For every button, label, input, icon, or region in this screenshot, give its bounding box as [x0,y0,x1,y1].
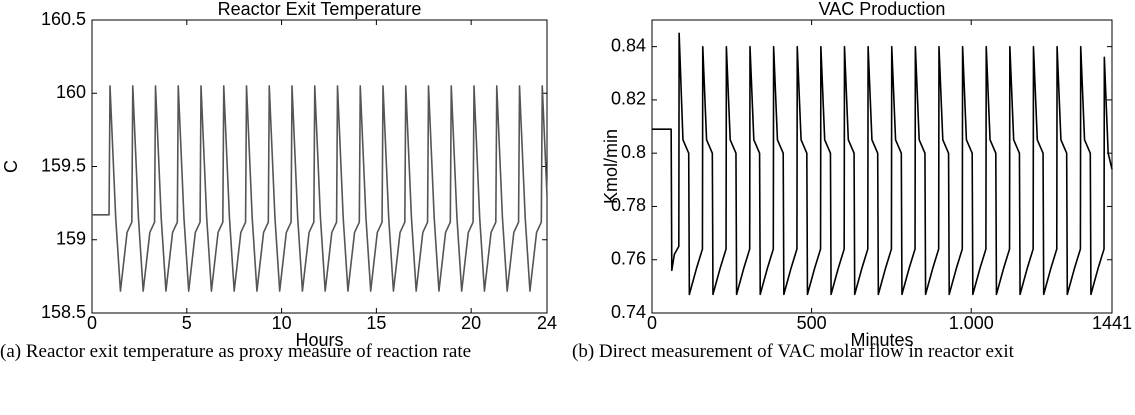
chart-title: VAC Production [819,0,946,19]
x-tick-label: 0 [87,313,97,333]
x-tick-label: 5 [182,313,192,333]
x-tick-label: 1441 [1092,313,1132,333]
x-tick-label: 10 [272,313,292,333]
x-tick-label: 15 [366,313,386,333]
y-tick-label: 159 [56,229,86,249]
y-tick-label: 159.5 [41,155,86,175]
x-tick-label: 0 [647,313,657,333]
y-tick-label: 0.84 [611,35,646,55]
x-axis-label: Minutes [850,330,913,350]
y-tick-label: 0.76 [611,248,646,268]
y-tick-label: 0.8 [621,142,646,162]
y-tick-label: 0.74 [611,302,646,322]
y-tick-label: 160 [56,82,86,102]
chart-title: Reactor Exit Temperature [218,0,422,19]
x-tick-label: 20 [461,313,481,333]
y-axis-label: Kmol/min [601,129,621,204]
x-tick-label: 500 [797,313,827,333]
y-tick-label: 0.82 [611,89,646,109]
caption: (b) Direct measurement of VAC molar flow… [572,341,1014,362]
y-axis-label: C [1,160,21,173]
x-axis-label: Hours [295,330,343,350]
caption: (a) Reactor exit temperature as proxy me… [0,341,472,362]
data-line [652,32,1113,296]
data-line [92,85,548,292]
y-tick-label: 158.5 [41,302,86,322]
x-tick-label: 24 [537,313,557,333]
plot-frame [91,19,548,314]
y-tick-label: 160.5 [41,9,86,29]
x-tick-label: 1.000 [949,313,994,333]
y-tick-label: 0.78 [611,195,646,215]
